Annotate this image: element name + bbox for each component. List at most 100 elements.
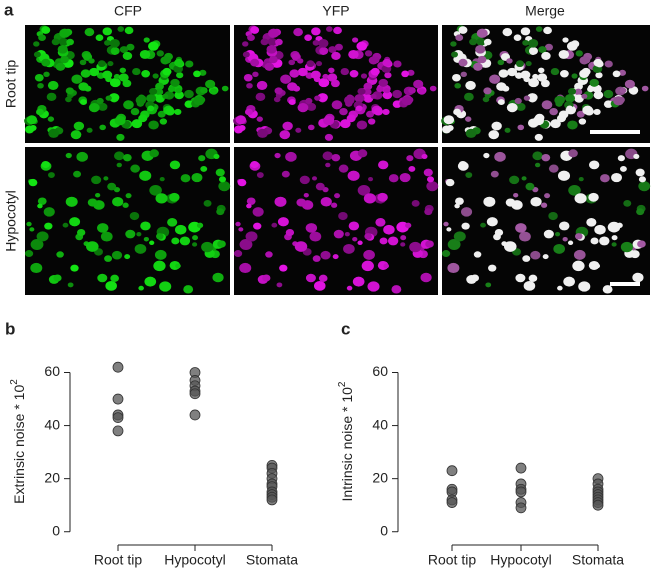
nucleus [575,50,583,57]
nucleus [149,87,158,95]
nucleus [348,49,359,59]
nucleus [80,99,87,106]
nucleus [104,255,113,262]
nucleus [265,251,273,258]
nucleus [584,107,594,116]
nucleus [253,222,262,230]
nucleus [473,251,482,258]
nucleus [199,69,207,76]
nucleus [382,91,393,100]
nucleus [566,105,574,112]
nucleus [275,38,283,46]
nucleus [91,175,102,185]
nucleus [534,162,541,168]
nucleus [134,243,147,254]
nucleus [37,82,44,89]
nucleus [28,178,38,187]
nucleus [371,56,380,64]
nucleus [476,28,488,38]
nucleus [530,197,542,207]
nucleus [523,280,536,291]
nucleus [313,280,326,291]
nucleus [43,207,55,217]
nucleus [519,231,531,242]
nucleus [611,235,618,241]
nucleus [443,115,455,125]
nucleus [618,69,627,76]
nucleus [355,105,363,112]
nucleus [387,236,399,246]
nucleus [537,73,548,82]
nucleus [458,160,468,169]
nucleus [393,60,402,68]
nucleus [105,95,112,101]
nucleus [274,196,287,207]
nucleus [169,160,181,170]
nucleus [299,175,310,185]
nucleus [287,82,298,91]
nucleus [447,262,460,274]
nucleus [169,192,180,202]
nucleus [218,181,231,192]
nucleus [97,223,109,233]
nucleus [367,118,376,125]
nucleus [581,67,591,76]
nucleus [588,192,599,202]
nucleus [322,151,333,161]
x-tick-label: Stomata [572,552,624,568]
nucleus [454,82,462,89]
nucleus [502,28,513,37]
nucleus [611,172,622,183]
nucleus [632,272,644,283]
nucleus [198,155,206,162]
nucleus [44,222,53,230]
nucleus [304,34,312,41]
nucleus [619,165,627,172]
nucleus [148,120,159,130]
nucleus [122,51,133,60]
nucleus [320,197,332,207]
nucleus [483,196,496,207]
nucleus [107,61,114,67]
nucleus [159,281,172,292]
nucleus [574,82,583,91]
nucleus [154,249,167,260]
nucleus [255,92,266,101]
nucleus [574,193,587,204]
nucleus [192,235,198,241]
nucleus [540,202,548,208]
nucleus [138,285,144,291]
nucleus [78,82,89,91]
nucleus [122,153,132,162]
nucleus [376,86,384,93]
nucleus [413,79,424,89]
nucleus [149,184,162,196]
nucleus [594,263,601,269]
nucleus [514,97,522,105]
nucleus [105,280,117,291]
scale-bar [610,282,640,286]
nucleus [174,108,182,116]
nucleus [458,58,468,67]
nucleus [250,160,259,169]
nucleus [262,274,271,282]
nucleus [175,263,181,269]
nucleus [498,69,509,78]
data-point [189,409,201,421]
nucleus [146,93,157,103]
nucleus [312,255,321,262]
nucleus [595,72,603,79]
nucleus [593,108,601,116]
x-tick-label: Hypocotyl [164,552,225,568]
scale-bar [590,130,640,134]
nucleus [567,240,574,246]
nucleus [117,26,125,32]
nucleus [156,233,164,240]
nucleus [411,199,420,207]
nucleus [215,168,225,177]
nucleus [465,116,472,122]
nucleus [593,58,603,67]
nucleus [340,119,351,129]
nucleus [303,193,309,198]
nucleus [562,37,569,43]
